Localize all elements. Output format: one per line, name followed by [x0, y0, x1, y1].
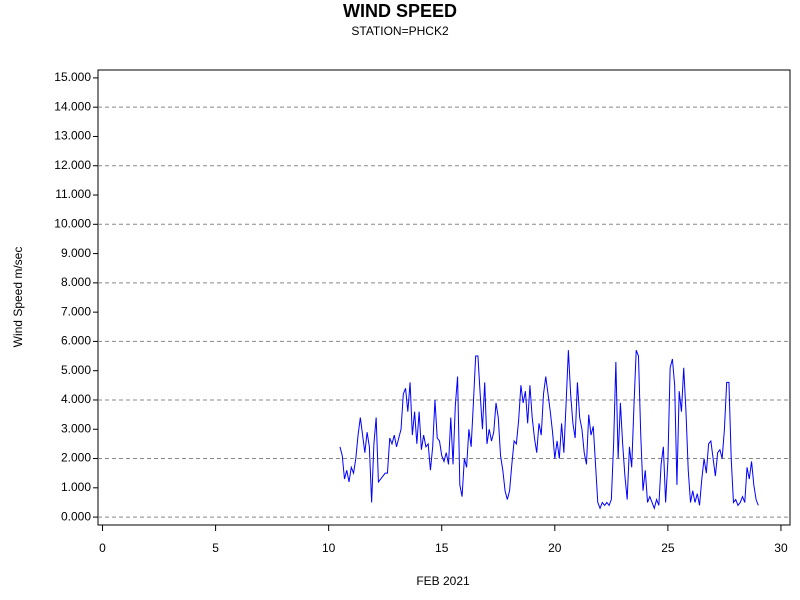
- y-tick-label: 8.000: [61, 275, 91, 289]
- y-tick-label: 12.000: [54, 158, 91, 172]
- x-tick-label: 20: [548, 541, 562, 555]
- y-tick-label: 1.000: [61, 480, 91, 494]
- x-axis-label: FEB 2021: [416, 574, 470, 588]
- chart-title: WIND SPEED: [343, 1, 457, 21]
- y-tick-label: 7.000: [61, 304, 91, 318]
- y-tick-label: 5.000: [61, 363, 91, 377]
- x-tick-label: 5: [212, 541, 219, 555]
- chart-subtitle: STATION=PHCK2: [351, 24, 449, 38]
- y-tick-label: 15.000: [54, 70, 91, 84]
- x-tick-label: 30: [774, 541, 788, 555]
- y-tick-label: 3.000: [61, 421, 91, 435]
- plot-frame: [97, 69, 791, 526]
- y-axis-label: Wind Speed m/sec: [11, 247, 25, 348]
- y-tick-label: 9.000: [61, 246, 91, 260]
- x-tick-label: 0: [99, 541, 106, 555]
- x-tick-label: 15: [435, 541, 449, 555]
- y-tick-label: 11.000: [55, 187, 91, 201]
- y-tick-label: 14.000: [54, 99, 91, 113]
- y-tick-label: 0.000: [61, 509, 91, 523]
- series-line: [339, 350, 759, 510]
- x-tick-label: 25: [661, 541, 675, 555]
- y-tick-label: 2.000: [61, 451, 91, 465]
- y-tick-label: 6.000: [61, 334, 91, 348]
- y-tick-label: 13.000: [54, 129, 91, 143]
- y-tick-label: 10.000: [54, 216, 91, 230]
- x-tick-label: 10: [322, 541, 336, 555]
- y-tick-label: 4.000: [61, 392, 91, 406]
